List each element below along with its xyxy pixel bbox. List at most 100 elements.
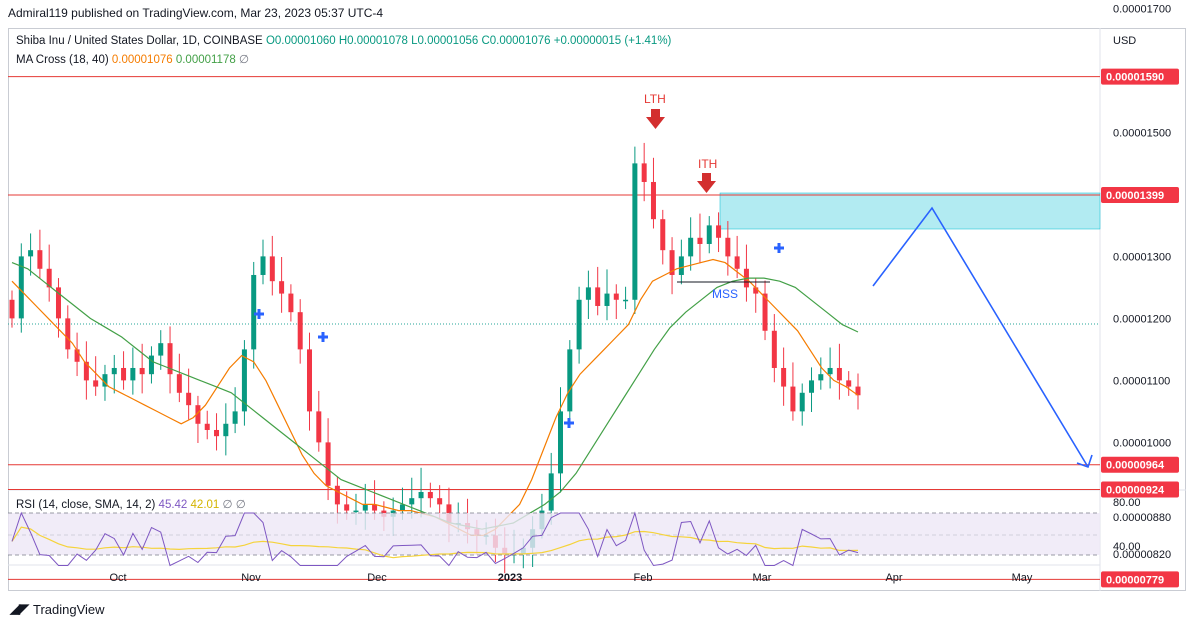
x-tick-label: May xyxy=(1012,572,1033,584)
ma-label[interactable]: MA Cross (18, 40) xyxy=(16,54,109,66)
candle-body xyxy=(427,491,433,499)
x-tick-label: Apr xyxy=(885,572,902,584)
candle-body xyxy=(158,343,164,356)
candle-body xyxy=(790,386,796,412)
candle-body xyxy=(437,498,443,505)
candle-body xyxy=(83,361,89,381)
candle-body xyxy=(241,349,247,412)
candle-body xyxy=(781,367,787,387)
candle-body xyxy=(678,256,684,275)
candle-body xyxy=(46,268,52,288)
candle-body xyxy=(585,287,591,300)
candle-body xyxy=(139,367,145,375)
candle-body xyxy=(399,504,405,511)
candle-body xyxy=(204,423,210,430)
candle-body xyxy=(660,219,666,251)
candle-body xyxy=(716,225,722,238)
candle-body xyxy=(186,392,192,406)
key-level-badge-text: 0.00001590 xyxy=(1106,72,1164,84)
candle-body xyxy=(827,367,833,375)
ohlc-close: C0.00001076 xyxy=(481,35,551,47)
y-tick-label: 0.00001200 xyxy=(1113,313,1171,325)
candle-body xyxy=(176,374,182,393)
ma-fast-value: 0.00001076 xyxy=(111,54,173,66)
key-level-badge xyxy=(1101,481,1179,498)
candle-body xyxy=(595,287,601,306)
candle-body xyxy=(613,293,619,300)
symbol-header: Shiba Inu / United States Dollar, 1D, CO… xyxy=(16,35,671,47)
supply-zone xyxy=(719,192,1101,230)
key-level-badge xyxy=(1101,571,1179,588)
ma-cross-icon xyxy=(564,418,574,428)
projection-path xyxy=(872,206,1089,468)
candle-body xyxy=(706,225,712,244)
chart-frame xyxy=(8,28,1186,591)
candle-body xyxy=(74,349,80,362)
candle-body xyxy=(641,163,647,182)
candle-body xyxy=(223,423,229,437)
candle-body xyxy=(753,287,759,294)
candle-body xyxy=(604,293,610,306)
price-change: +0.00000015 (+1.41%) xyxy=(553,35,672,47)
candle-body xyxy=(37,250,43,269)
candle-body xyxy=(409,498,415,505)
symbol-title[interactable]: Shiba Inu / United States Dollar, 1D, CO… xyxy=(16,35,263,47)
x-tick-label: 2023 xyxy=(498,572,522,584)
candle-body xyxy=(353,510,359,513)
candle-body xyxy=(55,287,61,319)
candle-body xyxy=(93,380,99,387)
y-tick-label: 0.00000880 xyxy=(1113,512,1171,524)
x-tick-label: Nov xyxy=(241,572,261,584)
candle-body xyxy=(846,380,852,387)
candle-body xyxy=(809,380,815,393)
rsi-sma-line xyxy=(11,526,859,559)
candle-body xyxy=(28,250,34,257)
rsi-header: RSI (14, close, SMA, 14, 2) 45.42 42.01 … xyxy=(16,497,246,511)
candle-body xyxy=(316,411,322,443)
candle-body xyxy=(111,367,117,375)
rsi-sma-value: 42.01 xyxy=(190,499,220,511)
key-level-badge-text: 0.00000964 xyxy=(1106,460,1165,472)
candle-body xyxy=(167,343,173,375)
candle-body xyxy=(734,256,740,269)
lth-arrow-icon xyxy=(646,109,665,129)
candle-body xyxy=(567,349,573,412)
ma-cross-icon xyxy=(254,309,264,319)
candle-body xyxy=(558,411,564,474)
rsi-tick-80: 80.00 xyxy=(1113,497,1141,509)
candle-body xyxy=(195,405,201,424)
projection-arrowhead-icon xyxy=(1076,454,1093,469)
rsi-value: 45.42 xyxy=(158,499,188,511)
candle-body xyxy=(297,312,303,350)
candle-body xyxy=(65,318,71,350)
ith-arrow-icon xyxy=(697,173,716,193)
key-level-badge-text: 0.00000924 xyxy=(1106,485,1165,497)
ma-slow-value: 0.00001178 xyxy=(175,54,236,66)
x-tick-label: Dec xyxy=(367,572,387,584)
ma-cross-icon xyxy=(318,332,328,342)
x-tick-label: Feb xyxy=(634,572,653,584)
ma-cross-icon xyxy=(774,243,784,253)
x-tick-label: Mar xyxy=(753,572,772,584)
rsi-band xyxy=(8,513,1100,555)
candle-body xyxy=(818,374,824,381)
key-level-badge xyxy=(1101,187,1179,203)
candle-body xyxy=(725,237,731,257)
ohlc-open: O0.00001060 xyxy=(265,35,336,47)
candle-body xyxy=(799,392,805,412)
candle-body xyxy=(576,299,582,350)
candle-body xyxy=(251,274,257,350)
ohlc-low: L0.00001056 xyxy=(411,35,479,47)
rsi-label[interactable]: RSI (14, close, SMA, 14, 2) xyxy=(16,499,156,511)
ohlc-high: H0.00001078 xyxy=(338,35,408,47)
key-level-badge xyxy=(1101,68,1179,85)
candle-body xyxy=(418,491,424,499)
candle-body xyxy=(650,181,656,220)
publisher-line: Admiral119 published on TradingView.com,… xyxy=(8,6,384,20)
candle-body xyxy=(836,367,842,381)
ith-label: ITH xyxy=(698,157,717,171)
y-tick-label: 0.00001000 xyxy=(1113,437,1171,449)
candle-body xyxy=(18,256,24,319)
footer-brand[interactable]: ◢◤ TradingView xyxy=(10,601,105,617)
